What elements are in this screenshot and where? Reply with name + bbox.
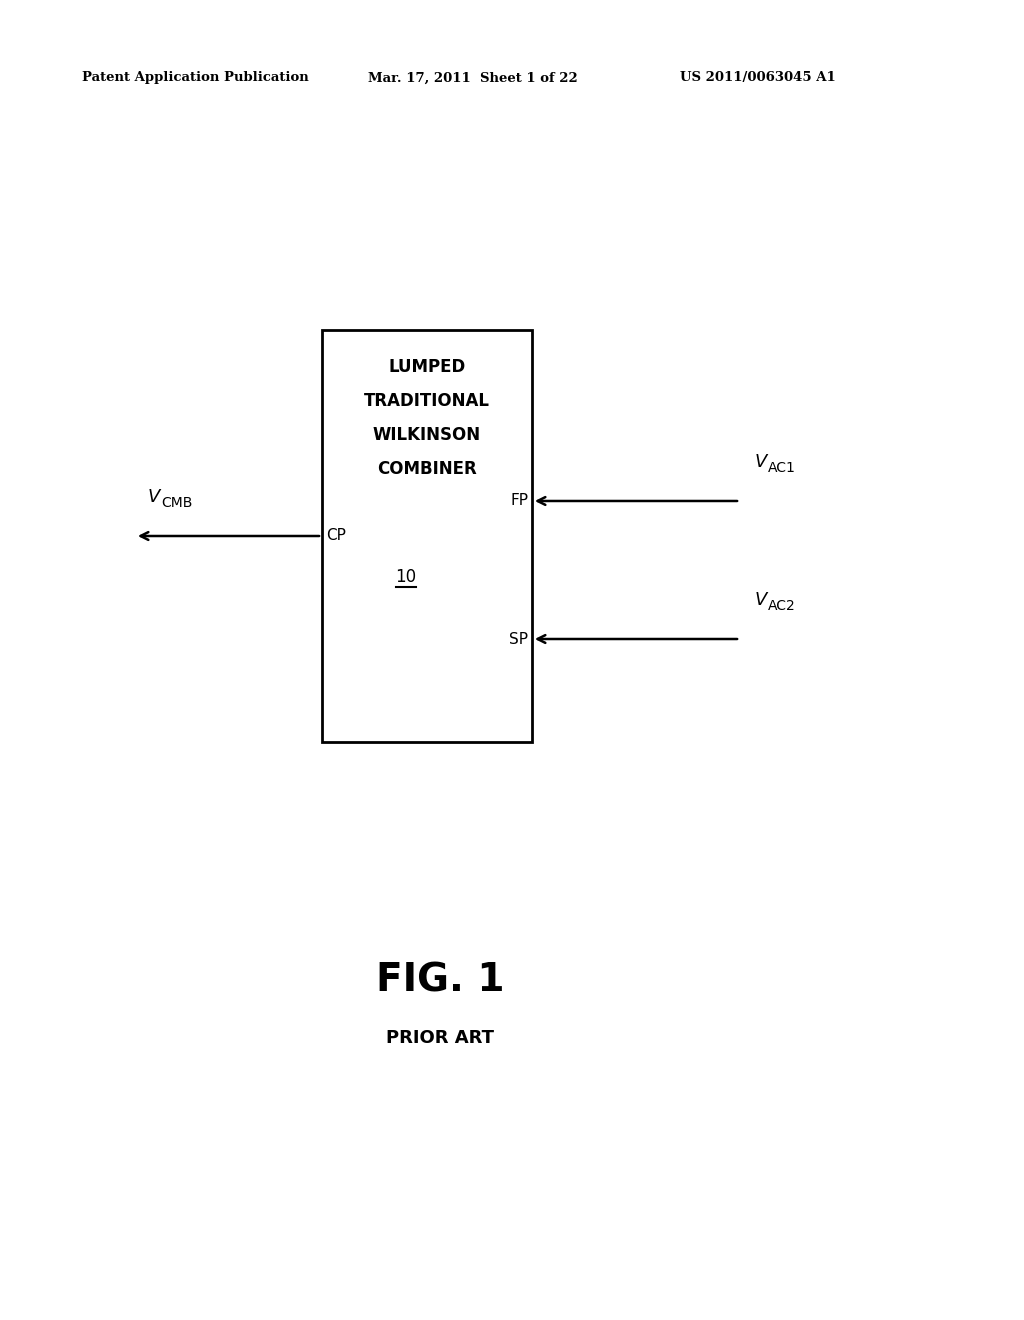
Text: FP: FP: [510, 494, 528, 508]
Text: V: V: [755, 453, 767, 471]
Text: Patent Application Publication: Patent Application Publication: [82, 71, 309, 84]
Text: TRADITIONAL: TRADITIONAL: [364, 392, 490, 411]
Text: WILKINSON: WILKINSON: [373, 426, 481, 444]
Text: 10: 10: [395, 568, 417, 586]
Bar: [322, 330, 532, 742]
Text: CMB: CMB: [161, 496, 193, 510]
Text: COMBINER: COMBINER: [377, 459, 477, 478]
Text: CP: CP: [326, 528, 346, 544]
Text: AC1: AC1: [768, 461, 796, 475]
Text: PRIOR ART: PRIOR ART: [386, 1030, 494, 1047]
Text: US 2011/0063045 A1: US 2011/0063045 A1: [680, 71, 836, 84]
Text: LUMPED: LUMPED: [388, 358, 466, 376]
Text: AC2: AC2: [768, 599, 796, 612]
Text: V: V: [755, 591, 767, 609]
Text: FIG. 1: FIG. 1: [376, 961, 504, 999]
Text: V: V: [148, 488, 161, 506]
Text: SP: SP: [509, 631, 528, 647]
Text: Mar. 17, 2011  Sheet 1 of 22: Mar. 17, 2011 Sheet 1 of 22: [368, 71, 578, 84]
